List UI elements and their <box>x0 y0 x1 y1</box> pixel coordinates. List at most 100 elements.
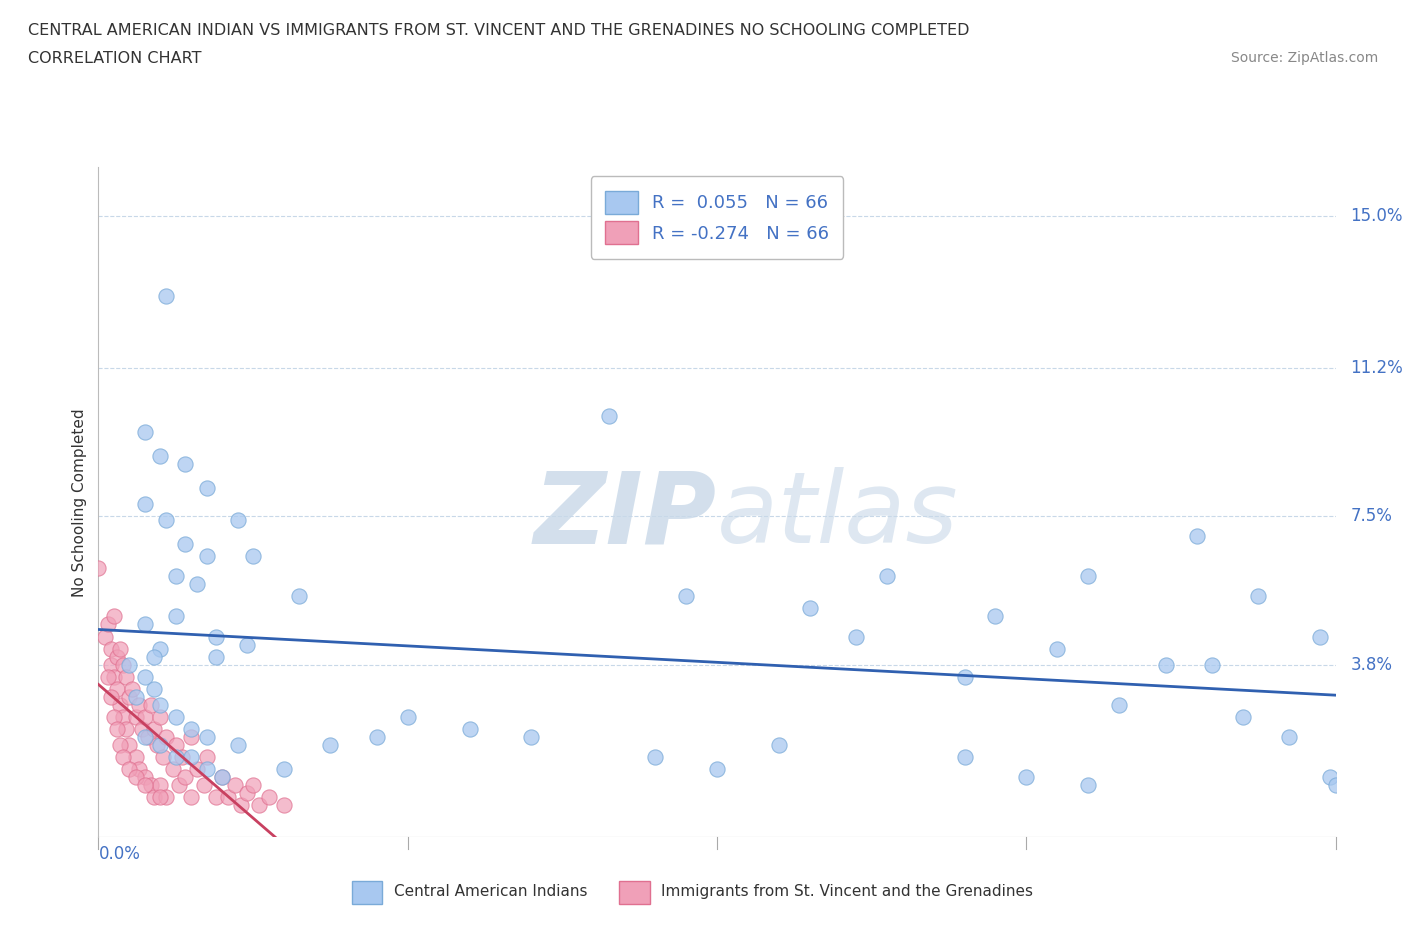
Point <box>152 750 174 764</box>
Point <box>205 790 228 804</box>
Point <box>149 790 172 804</box>
Point <box>121 681 143 696</box>
Point <box>134 769 156 784</box>
Point <box>236 637 259 652</box>
Point <box>165 569 187 584</box>
Point <box>124 769 146 784</box>
Point <box>1154 658 1177 672</box>
Point <box>319 737 342 752</box>
Point <box>195 750 218 764</box>
Point <box>143 790 166 804</box>
Point <box>118 689 141 704</box>
Point <box>458 722 481 737</box>
Point <box>1185 529 1208 544</box>
Point <box>97 670 120 684</box>
Point <box>186 577 208 591</box>
Text: Source: ZipAtlas.com: Source: ZipAtlas.com <box>1230 51 1378 65</box>
Point <box>1309 629 1331 644</box>
Point <box>134 617 156 631</box>
Point <box>170 750 193 764</box>
Point <box>97 617 120 631</box>
Point <box>273 762 295 777</box>
Point <box>87 561 110 576</box>
Point <box>165 710 187 724</box>
Point <box>128 698 150 712</box>
Point <box>105 722 128 737</box>
Point <box>1201 658 1223 672</box>
Point <box>103 609 125 624</box>
Point <box>366 729 388 744</box>
Point <box>134 497 156 512</box>
Point <box>224 777 246 792</box>
Point <box>105 649 128 664</box>
Point <box>186 762 208 777</box>
Point <box>149 641 172 656</box>
Point <box>149 448 172 463</box>
Point <box>134 729 156 744</box>
Point <box>128 762 150 777</box>
Text: CENTRAL AMERICAN INDIAN VS IMMIGRANTS FROM ST. VINCENT AND THE GRENADINES NO SCH: CENTRAL AMERICAN INDIAN VS IMMIGRANTS FR… <box>28 23 970 38</box>
Point <box>155 729 177 744</box>
Point <box>598 408 620 423</box>
Point <box>953 670 976 684</box>
Point <box>112 750 135 764</box>
Point <box>396 710 419 724</box>
Point <box>195 762 218 777</box>
Point <box>100 641 122 656</box>
Text: 11.2%: 11.2% <box>1351 359 1403 377</box>
Point <box>174 457 197 472</box>
Text: CORRELATION CHART: CORRELATION CHART <box>28 51 201 66</box>
Point <box>146 737 169 752</box>
Point <box>706 762 728 777</box>
Point <box>115 722 138 737</box>
Point <box>180 729 202 744</box>
Point <box>180 750 202 764</box>
Point <box>93 629 115 644</box>
Point <box>1046 641 1069 656</box>
Point <box>195 481 218 496</box>
Point <box>229 798 252 813</box>
Point <box>226 512 249 527</box>
Point <box>174 537 197 551</box>
Point <box>149 777 172 792</box>
Point <box>205 649 228 664</box>
Text: atlas: atlas <box>717 467 959 565</box>
Point <box>134 777 156 792</box>
Point <box>768 737 790 752</box>
Point <box>953 750 976 764</box>
Point <box>644 750 666 764</box>
Point <box>1319 769 1341 784</box>
Point <box>100 689 122 704</box>
Point <box>134 670 156 684</box>
Point <box>226 737 249 752</box>
Text: 0.0%: 0.0% <box>98 845 141 863</box>
Text: 7.5%: 7.5% <box>1351 507 1392 525</box>
Point <box>134 425 156 440</box>
Point <box>675 589 697 604</box>
Point <box>118 658 141 672</box>
Point <box>155 790 177 804</box>
Point <box>155 512 177 527</box>
Point <box>165 609 187 624</box>
Point <box>162 762 184 777</box>
Point <box>1278 729 1301 744</box>
Text: 15.0%: 15.0% <box>1351 206 1403 224</box>
Point <box>115 670 138 684</box>
Text: ZIP: ZIP <box>534 467 717 565</box>
Point <box>195 549 218 564</box>
Point <box>165 737 187 752</box>
Point <box>211 769 233 784</box>
Point <box>149 737 172 752</box>
Point <box>1247 589 1270 604</box>
Point <box>180 722 202 737</box>
Point <box>143 649 166 664</box>
Legend: R =  0.055   N = 66, R = -0.274   N = 66: R = 0.055 N = 66, R = -0.274 N = 66 <box>591 177 844 259</box>
Point <box>149 710 172 724</box>
Point <box>984 609 1007 624</box>
Point <box>211 769 233 784</box>
Y-axis label: No Schooling Completed: No Schooling Completed <box>72 408 87 596</box>
Point <box>205 629 228 644</box>
Point <box>1232 710 1254 724</box>
Point <box>167 777 190 792</box>
Point <box>1077 777 1099 792</box>
